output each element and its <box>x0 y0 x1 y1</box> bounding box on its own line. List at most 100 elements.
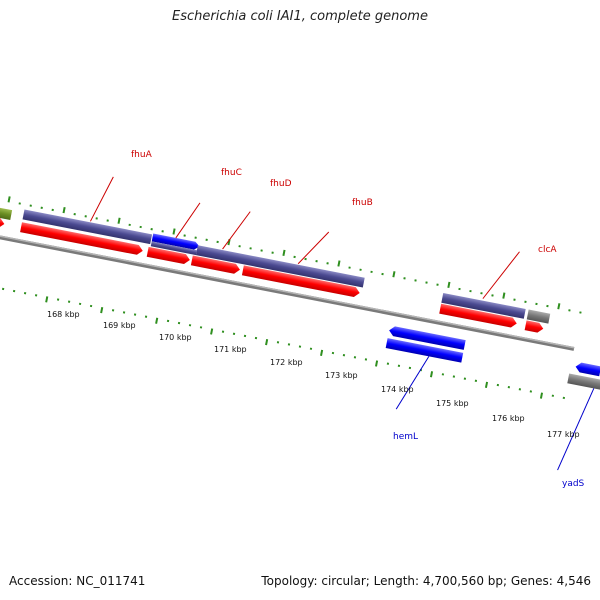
callout-fhuD <box>222 211 251 250</box>
major-tick <box>172 228 176 235</box>
minor-tick <box>397 364 401 368</box>
minor-tick <box>128 223 131 227</box>
major-tick <box>227 239 231 246</box>
major-tick <box>282 249 286 256</box>
minor-tick <box>18 202 21 205</box>
minor-tick <box>480 292 483 295</box>
genome-title: Escherichia coli IAI1, complete genome <box>172 9 428 24</box>
gene-red-clcA <box>439 303 517 328</box>
minor-tick <box>348 266 351 269</box>
kbp-label: 170 kbp <box>159 333 192 342</box>
major-tick <box>337 260 341 267</box>
gene-red-fhuA <box>20 222 143 255</box>
kbp-labels: 168 kbp 169 kbp 170 kbp 171 kbp 172 kbp … <box>47 310 580 439</box>
major-tick <box>117 217 121 224</box>
minor-tick <box>40 206 43 209</box>
kbp-label: 172 kbp <box>270 358 303 367</box>
minor-tick <box>161 230 164 233</box>
minor-tick <box>199 326 203 329</box>
minor-tick <box>513 298 516 301</box>
major-tick <box>210 328 214 335</box>
minor-tick <box>78 302 82 306</box>
reverse-gene-row <box>385 326 600 391</box>
gene-olive-left <box>0 198 13 220</box>
minor-tick <box>84 215 87 218</box>
minor-tick <box>183 234 186 237</box>
gene-red-fhuC <box>146 246 190 264</box>
gene-red-fhuD <box>190 255 240 274</box>
gene-gray-right <box>526 309 551 324</box>
minor-tick <box>458 287 461 291</box>
major-tick <box>7 196 11 203</box>
major-tick <box>557 303 561 310</box>
minor-tick <box>177 321 181 325</box>
minor-tick <box>562 396 566 400</box>
minor-tick <box>353 356 357 359</box>
minor-tick <box>249 247 252 250</box>
minor-tick <box>315 260 318 263</box>
minor-tick <box>56 298 60 301</box>
minor-tick <box>150 227 153 231</box>
minor-tick <box>364 358 368 361</box>
minor-tick <box>221 330 225 333</box>
minor-tick <box>474 379 478 382</box>
kbp-label: 176 kbp <box>492 414 525 423</box>
minor-tick <box>469 289 472 293</box>
gene-fhuC-blue <box>151 233 200 250</box>
minor-tick <box>67 300 71 303</box>
minor-tick <box>496 383 500 387</box>
minor-tick <box>441 373 445 376</box>
minor-tick <box>238 245 241 248</box>
major-tick <box>62 206 66 214</box>
minor-tick <box>529 390 533 393</box>
major-tick <box>539 392 544 399</box>
gene-hemL-blue-1 <box>389 326 466 350</box>
minor-tick <box>535 302 538 306</box>
major-tick <box>265 339 269 346</box>
genome-stats-text: Topology: circular; Length: 4,700,560 bp… <box>261 574 591 588</box>
major-tick <box>374 360 379 367</box>
outer-gene-row <box>0 198 551 324</box>
callout-yadS <box>557 388 595 471</box>
kbp-label: 171 kbp <box>214 345 247 354</box>
gene-label-fhuB: fhuB <box>352 198 373 208</box>
gene-label-fhuA: fhuA <box>131 150 153 160</box>
gene-label-hemL: hemL <box>393 432 418 442</box>
minor-tick <box>260 249 263 252</box>
callout-fhuA <box>89 176 114 222</box>
minor-tick <box>51 208 54 212</box>
gene-callouts <box>89 176 595 471</box>
major-tick <box>447 281 451 289</box>
minor-tick <box>271 251 274 254</box>
minor-tick <box>254 336 258 340</box>
gene-fhuA-purple <box>22 209 153 245</box>
major-tick <box>155 317 159 324</box>
minor-tick <box>293 255 296 259</box>
minor-tick <box>425 281 428 284</box>
minor-tick <box>298 345 302 348</box>
minor-tick <box>122 311 126 314</box>
gene-hemL-blue-2 <box>385 338 464 363</box>
gene-label-yadS: yadS <box>562 479 585 489</box>
minor-tick <box>188 324 192 327</box>
genome-backbone-highlight <box>0 224 575 349</box>
gene-fhuB-purple <box>195 245 365 288</box>
minor-tick <box>106 219 109 222</box>
minor-tick <box>403 277 406 280</box>
minor-tick <box>133 313 137 316</box>
kbp-label: 177 kbp <box>547 430 580 439</box>
gene-label-fhuC: fhuC <box>221 168 242 178</box>
gene-red-right <box>524 320 544 333</box>
gene-clcA-purple <box>441 292 526 319</box>
major-tick <box>320 349 324 356</box>
accession-text: Accession: NC_011741 <box>9 574 146 588</box>
gene-red-fhuB <box>241 265 360 297</box>
minor-tick <box>287 343 291 346</box>
minor-tick <box>139 225 142 229</box>
gene-name-labels: fhuA fhuC fhuD fhuB clcA hemL yadS <box>131 150 585 489</box>
minor-tick <box>568 309 571 312</box>
minor-tick <box>436 283 439 286</box>
gene-label-clcA: clcA <box>538 245 557 255</box>
callout-clcA <box>482 251 520 299</box>
